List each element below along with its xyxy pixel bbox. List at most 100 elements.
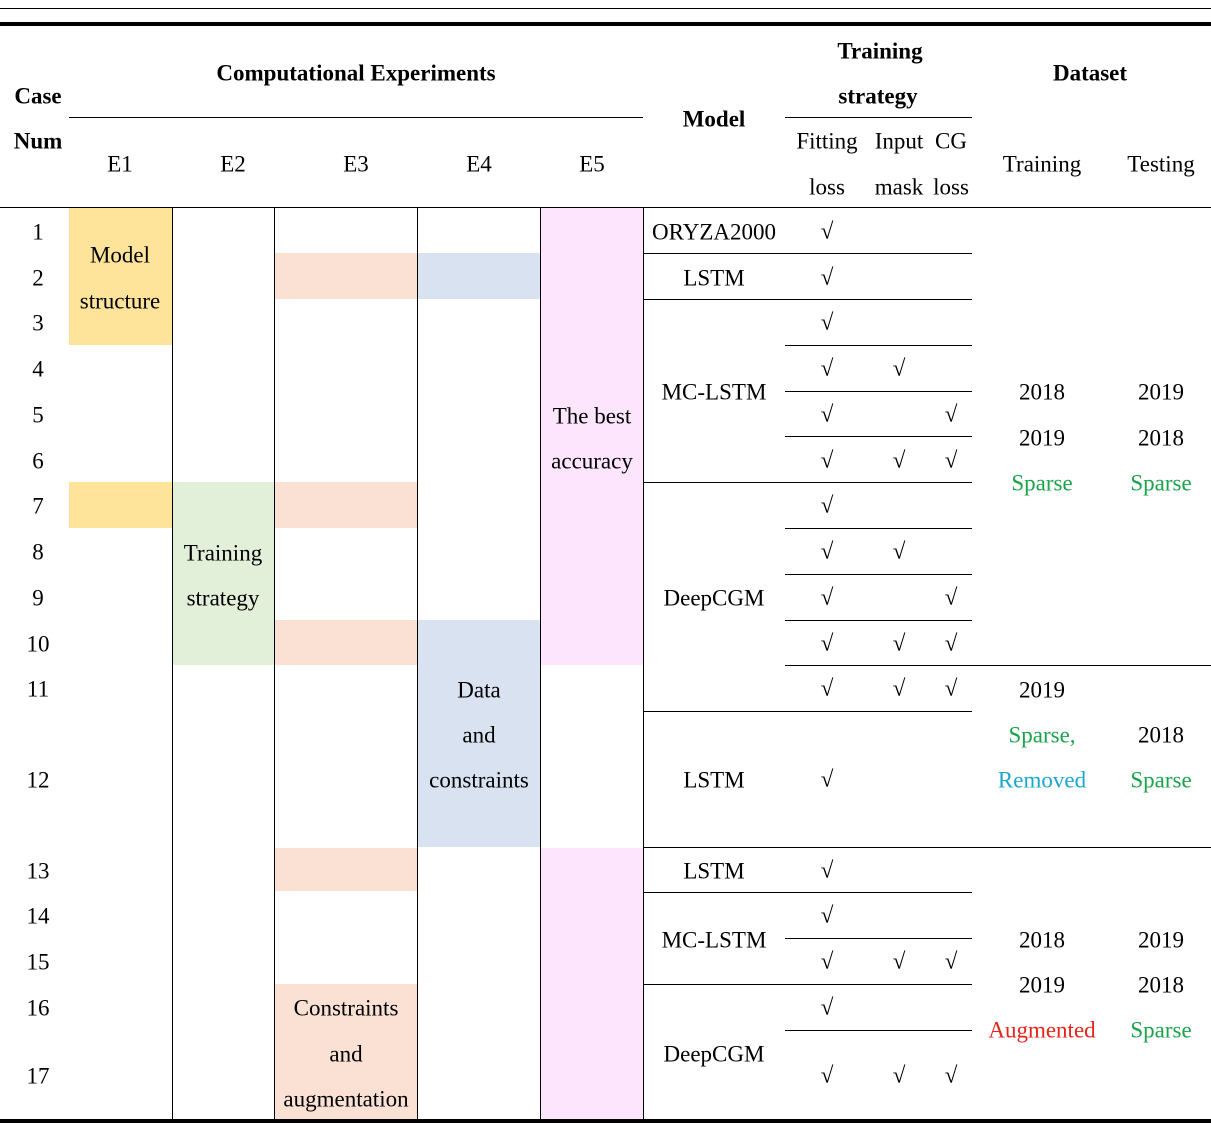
check-mark: √ (820, 264, 834, 290)
e2-fill (173, 482, 274, 665)
case-num: 3 (32, 310, 44, 336)
check-mark: √ (892, 948, 906, 974)
header-cg-1: CG (935, 128, 967, 154)
case-num: 12 (26, 767, 50, 793)
check-mark: √ (944, 630, 958, 656)
rule-row4 (785, 391, 972, 392)
dataset-training-removed: Removed (997, 767, 1087, 793)
header-fitting-2: loss (809, 174, 845, 200)
e5-label-line2: accuracy (551, 448, 633, 474)
e4-fill-middle (418, 620, 540, 847)
rule-row3 (785, 345, 972, 346)
case-num: 7 (32, 493, 44, 519)
header-e5: E5 (579, 151, 605, 177)
header-e1: E1 (107, 151, 133, 177)
e1-label-line1: Model (89, 242, 151, 268)
header-case: Case (14, 83, 62, 109)
e5-fill-bottom (541, 848, 643, 1119)
case-num: 10 (26, 631, 50, 657)
dataset-testing-value: 2018 (1138, 425, 1184, 451)
case-num: 16 (26, 995, 50, 1021)
dataset-testing-value: 2018 (1138, 722, 1184, 748)
case-num: 2 (32, 265, 44, 291)
vline-e4-e5 (540, 208, 541, 1120)
header-training: Training (1002, 151, 1082, 177)
e3-label-line2: and (329, 1041, 363, 1067)
dataset-training-sparse: Sparse (1011, 470, 1073, 496)
model-deepcgm: DeepCGM (663, 585, 765, 611)
model-deepcgm: DeepCGM (663, 1041, 765, 1067)
rule-row13 (643, 892, 972, 893)
check-mark: √ (944, 1062, 958, 1088)
dataset-training-value: 2018 (1019, 379, 1065, 405)
case-num: 1 (32, 219, 44, 245)
header-bottom-rule (0, 207, 1211, 208)
top-rule-thin (0, 8, 1211, 9)
model-oryza2000: ORYZA2000 (652, 219, 776, 245)
e3-fill-bottom (275, 984, 417, 1119)
header-training-strategy-2: strategy (838, 83, 918, 109)
header-input-2: mask (874, 174, 924, 200)
check-mark: √ (820, 447, 834, 473)
case-num: 14 (26, 903, 50, 929)
vline-e1-e2 (172, 208, 173, 1120)
model-mc-lstm: MC-LSTM (661, 927, 767, 953)
dataset-testing-sparse: Sparse (1130, 470, 1192, 496)
top-rule-thick (0, 22, 1211, 26)
e4-label-line1: Data (457, 677, 501, 703)
check-mark: √ (820, 401, 834, 427)
e2-label-line1: Training (183, 540, 263, 566)
check-mark: √ (944, 948, 958, 974)
model-mc-lstm: MC-LSTM (661, 379, 767, 405)
vline-e2-e3 (274, 208, 275, 1120)
rule-row5 (785, 436, 972, 437)
e1-fill-case7 (69, 482, 172, 528)
check-mark: √ (820, 766, 834, 792)
rule-row16 (785, 1030, 972, 1031)
rule-row8 (785, 574, 972, 575)
header-testing: Testing (1127, 151, 1195, 177)
header-fitting-1: Fitting (796, 128, 858, 154)
check-mark: √ (944, 584, 958, 610)
check-mark: √ (820, 309, 834, 335)
rule-row6-model (643, 482, 972, 483)
header-input-1: Input (874, 128, 924, 154)
check-mark: √ (820, 630, 834, 656)
e3-fill-case10 (275, 620, 417, 665)
header-rule-experiments (69, 117, 643, 118)
case-num: 15 (26, 949, 50, 975)
dataset-training-augmented: Augmented (988, 1017, 1096, 1043)
model-lstm: LSTM (683, 265, 745, 291)
dataset-testing-value: 2019 (1138, 379, 1184, 405)
vline-e3-e4 (417, 208, 418, 1120)
rule-row11 (643, 711, 972, 712)
e3-label-line1: Constraints (293, 995, 399, 1021)
check-mark: √ (892, 447, 906, 473)
check-mark: √ (820, 492, 834, 518)
rule-row1-model (643, 253, 972, 254)
case-num: 9 (32, 585, 44, 611)
dataset-testing-value: 2018 (1138, 972, 1184, 998)
dataset-training-value: 2018 (1019, 927, 1065, 953)
check-mark: √ (892, 538, 906, 564)
header-cg-2: loss (933, 174, 969, 200)
dataset-testing-sparse: Sparse (1130, 1017, 1192, 1043)
e5-fill-top (541, 208, 643, 665)
check-mark: √ (820, 218, 834, 244)
dataset-training-sparse: Sparse, (1008, 722, 1076, 748)
header-training-strategy-1: Training (837, 38, 923, 64)
check-mark: √ (820, 948, 834, 974)
case-num: 17 (26, 1063, 50, 1089)
rule-row9 (785, 620, 972, 621)
check-mark: √ (820, 857, 834, 883)
rule-row12 (643, 847, 1211, 848)
check-mark: √ (944, 447, 958, 473)
check-mark: √ (892, 1062, 906, 1088)
vline-e5-model (643, 208, 644, 1120)
check-mark: √ (820, 584, 834, 610)
check-mark: √ (820, 902, 834, 928)
e2-label-line2: strategy (186, 585, 260, 611)
dataset-training-value: 2019 (1019, 677, 1065, 703)
check-mark: √ (820, 538, 834, 564)
dataset-training-value: 2019 (1019, 972, 1065, 998)
